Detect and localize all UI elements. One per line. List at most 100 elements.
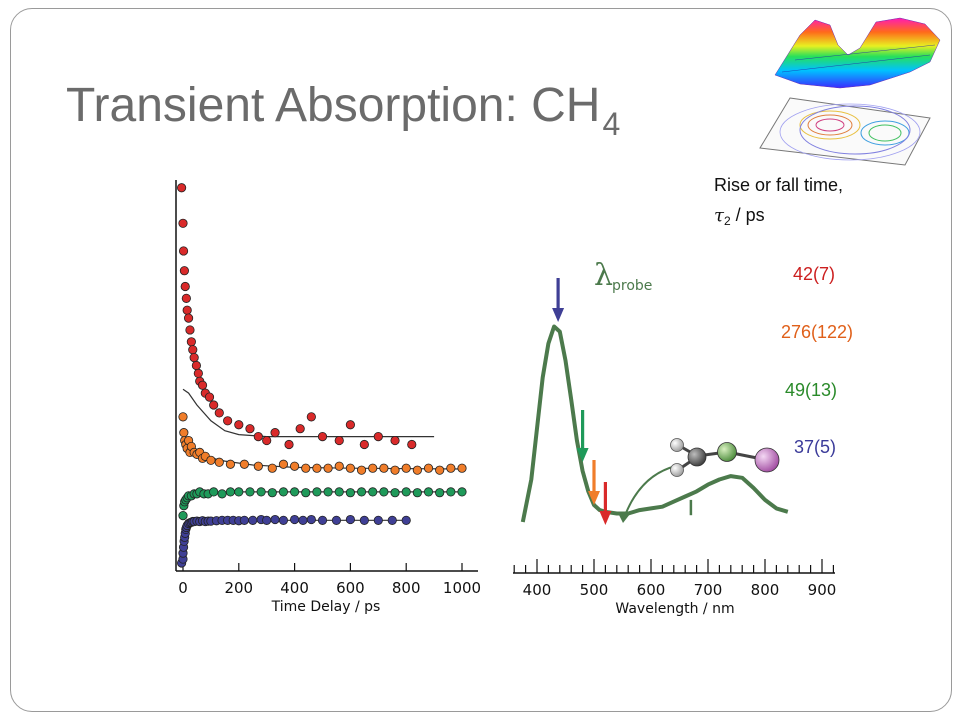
spectrum-x-axis-label: Wavelength / nm <box>615 601 734 617</box>
kinetics-data-point <box>368 487 378 497</box>
molecule-pointer-arrow <box>623 465 677 519</box>
kinetics-x-tick-label: 400 <box>280 579 309 597</box>
kinetics-data-point <box>368 463 378 473</box>
kinetics-data-point <box>312 487 322 497</box>
kinetics-data-point <box>239 515 249 525</box>
probe-arrow-head <box>552 308 565 322</box>
kinetics-data-point <box>178 510 188 521</box>
kinetics-data-point <box>185 325 195 335</box>
kinetics-data-point <box>253 461 263 471</box>
kinetics-data-point <box>359 439 369 450</box>
kinetics-data-point <box>289 461 300 471</box>
kinetics-data-point <box>323 487 333 497</box>
kinetics-data-point <box>182 305 192 315</box>
kinetics-data-point <box>183 313 194 323</box>
kinetics-data-point <box>256 487 266 497</box>
probe-arrow-head <box>588 491 600 505</box>
spectrum-x-tick-label: 900 <box>808 581 837 599</box>
kinetics-data-point <box>412 488 422 498</box>
kinetics-data-point <box>356 465 367 475</box>
kinetics-x-axis-label: Time Delay / ps <box>271 599 381 615</box>
kinetics-data-point <box>177 183 187 193</box>
rise-time-red: 42(7) <box>792 264 835 284</box>
rise-time-green: 49(13) <box>784 380 837 400</box>
kinetics-data-point <box>345 420 355 430</box>
kinetics-data-point <box>390 465 400 475</box>
spectrum-x-tick-label: 400 <box>523 581 552 599</box>
lambda-probe-subscript: probe <box>612 278 652 294</box>
kinetics-x-tick-label: 600 <box>336 579 365 597</box>
kinetics-data-point <box>223 416 233 426</box>
spectrum-x-tick-label: 800 <box>751 581 780 599</box>
kinetics-data-point <box>186 337 196 347</box>
rise-time-header: Rise or fall time, <box>714 175 844 195</box>
kinetics-data-point <box>359 515 369 525</box>
kinetics-data-point <box>289 514 300 525</box>
kinetics-data-point <box>197 380 208 390</box>
kinetics-data-point <box>435 465 445 475</box>
kinetics-data-point <box>334 435 344 446</box>
kinetics-data-point <box>245 424 255 434</box>
kinetics-fit-line <box>182 388 435 438</box>
kinetics-data-point <box>401 487 411 497</box>
kinetics-data-point <box>278 487 289 497</box>
kinetics-data-point <box>301 463 311 473</box>
kinetics-data-point <box>270 514 280 525</box>
kinetics-data-point <box>267 463 277 473</box>
kinetics-data-point <box>317 515 328 525</box>
kinetics-data-point <box>178 246 189 256</box>
kinetics-data-point <box>317 431 328 442</box>
kinetics-data-point <box>188 345 198 355</box>
kinetics-data-point <box>423 487 434 497</box>
kinetics-data-point <box>387 515 397 525</box>
kinetics-data-point <box>334 461 344 471</box>
kinetics-data-point <box>446 463 456 473</box>
page-title: Transient Absorption: CH4 <box>66 78 620 142</box>
molecule-atom-c <box>687 447 707 467</box>
kinetics-data-point <box>457 487 467 497</box>
molecule-atom-h <box>670 463 684 477</box>
kinetics-data-point <box>356 487 367 497</box>
kinetics-data-point <box>401 463 411 473</box>
kinetics-data-point <box>267 488 277 498</box>
kinetics-data-point <box>345 488 355 498</box>
spectrum-x-tick-label: 700 <box>694 581 723 599</box>
kinetics-data-point <box>457 463 467 473</box>
rise-time-blue: 37(5) <box>793 437 836 457</box>
kinetics-data-point <box>179 266 189 276</box>
kinetics-data-point <box>289 487 300 497</box>
tau-subscript: 2 <box>723 214 731 228</box>
kinetics-data-point <box>180 281 190 292</box>
kinetics-x-tick-label: 0 <box>178 579 188 597</box>
kinetics-data-point <box>345 514 355 525</box>
kinetics-data-point <box>373 515 383 525</box>
kinetics-data-point <box>189 352 199 363</box>
kinetics-data-point <box>253 431 263 442</box>
kinetics-data-point <box>270 428 280 438</box>
kinetics-data-point <box>407 439 417 450</box>
title-text: Transient Absorption: CH <box>66 79 601 132</box>
molecule-pointer-arrow-head <box>618 513 630 523</box>
kinetics-data-point <box>181 293 191 303</box>
kinetics-data-point <box>323 463 333 473</box>
kinetics-data-point <box>306 412 316 422</box>
kinetics-x-tick-label: 800 <box>392 579 421 597</box>
kinetics-data-point <box>206 455 216 465</box>
kinetics-data-point <box>214 457 224 467</box>
kinetics-data-point <box>390 488 400 498</box>
kinetics-data-point <box>217 489 227 499</box>
kinetics-data-point <box>239 459 249 469</box>
probe-arrow-head <box>599 511 612 525</box>
kinetics-data-point <box>301 488 311 498</box>
kinetics-data-point <box>262 435 272 446</box>
probe-arrow-head <box>576 448 589 462</box>
kinetics-data-point <box>234 487 244 497</box>
kinetics-data-point <box>331 515 342 525</box>
kinetics-data-point <box>214 408 224 418</box>
kinetics-data-point <box>312 463 322 473</box>
kinetics-data-point <box>191 360 201 371</box>
kinetics-data-point <box>245 487 255 497</box>
kinetics-data-point <box>412 465 422 475</box>
kinetics-data-point <box>248 515 258 525</box>
